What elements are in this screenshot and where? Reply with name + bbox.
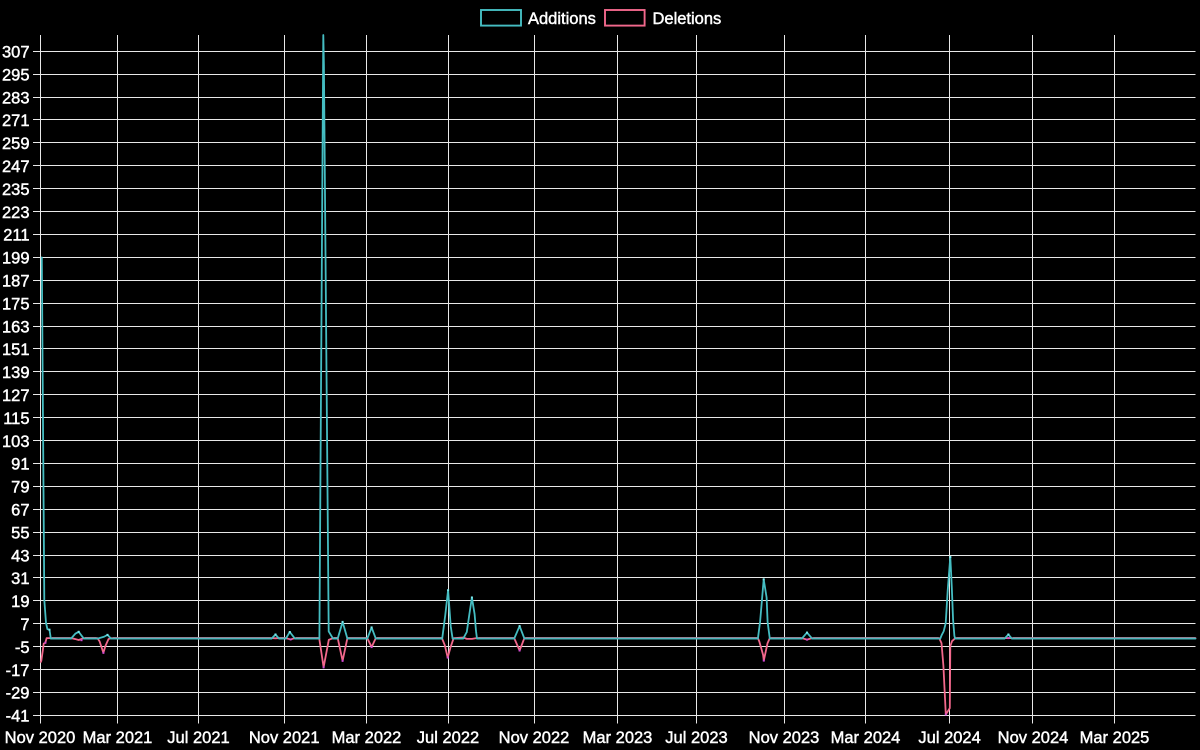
svg-text:-5: -5 <box>15 639 30 657</box>
svg-text:91: 91 <box>11 456 29 474</box>
svg-text:-29: -29 <box>6 685 30 703</box>
svg-text:Mar 2021: Mar 2021 <box>83 729 153 747</box>
svg-text:Deletions: Deletions <box>653 10 722 28</box>
svg-text:211: 211 <box>3 227 29 245</box>
svg-text:283: 283 <box>2 89 30 107</box>
svg-text:175: 175 <box>2 295 30 313</box>
svg-text:43: 43 <box>11 547 29 565</box>
svg-text:151: 151 <box>2 341 30 359</box>
svg-text:187: 187 <box>2 273 30 291</box>
svg-text:235: 235 <box>2 181 30 199</box>
svg-text:307: 307 <box>2 44 30 62</box>
svg-text:Mar 2024: Mar 2024 <box>831 729 901 747</box>
svg-text:Nov 2022: Nov 2022 <box>499 729 570 747</box>
svg-text:103: 103 <box>2 433 30 451</box>
svg-text:295: 295 <box>2 66 30 84</box>
svg-text:67: 67 <box>11 502 29 520</box>
svg-text:Nov 2020: Nov 2020 <box>5 729 76 747</box>
svg-text:Jul 2024: Jul 2024 <box>918 729 980 747</box>
svg-text:Mar 2023: Mar 2023 <box>583 729 653 747</box>
svg-text:Nov 2021: Nov 2021 <box>249 729 320 747</box>
svg-text:31: 31 <box>11 570 29 588</box>
svg-text:259: 259 <box>2 135 30 153</box>
svg-text:247: 247 <box>2 158 30 176</box>
svg-text:Mar 2025: Mar 2025 <box>1080 729 1150 747</box>
svg-text:127: 127 <box>2 387 30 405</box>
svg-text:-17: -17 <box>6 662 30 680</box>
svg-text:199: 199 <box>2 250 30 268</box>
svg-text:Jul 2021: Jul 2021 <box>167 729 229 747</box>
svg-text:139: 139 <box>2 364 30 382</box>
svg-text:19: 19 <box>11 593 29 611</box>
svg-text:-41: -41 <box>6 708 30 726</box>
svg-text:115: 115 <box>3 410 29 428</box>
svg-text:Additions: Additions <box>528 10 596 28</box>
svg-text:271: 271 <box>2 112 30 130</box>
svg-text:Jul 2022: Jul 2022 <box>417 729 479 747</box>
svg-text:Nov 2023: Nov 2023 <box>749 729 820 747</box>
svg-text:Mar 2022: Mar 2022 <box>332 729 402 747</box>
svg-text:79: 79 <box>11 479 29 497</box>
svg-text:223: 223 <box>2 204 30 222</box>
svg-text:Nov 2024: Nov 2024 <box>998 729 1069 747</box>
svg-text:55: 55 <box>11 524 29 542</box>
svg-text:7: 7 <box>20 616 29 634</box>
svg-text:163: 163 <box>2 318 30 336</box>
svg-text:Jul 2023: Jul 2023 <box>665 729 727 747</box>
